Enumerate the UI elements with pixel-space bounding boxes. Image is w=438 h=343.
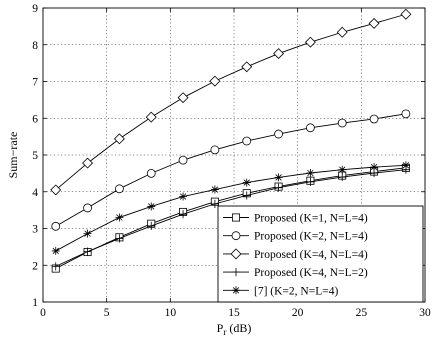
legend-entry: Proposed (K=1, N=L=4)	[223, 213, 368, 225]
y-tick-label: 6	[32, 113, 38, 125]
legend-label: Proposed (K=4, N=L=4)	[254, 249, 368, 261]
x-axis-label-unit: (dB)	[226, 321, 251, 335]
legend-label: Proposed (K=1, N=L=4)	[254, 213, 368, 225]
y-tick-label: 8	[32, 40, 38, 52]
legend-entry: Proposed (K=2, N=L=4)	[223, 231, 368, 243]
series-4	[51, 165, 410, 271]
legend: Proposed (K=1, N=L=4) Proposed (K=2, N=L=…	[217, 205, 424, 303]
data-point	[83, 247, 92, 256]
data-point	[147, 202, 156, 211]
data-point	[337, 118, 347, 128]
y-tick-label: 2	[32, 260, 38, 272]
series-line	[55, 13, 407, 191]
legend-items: Proposed (K=1, N=L=4) Proposed (K=2, N=L=…	[223, 213, 368, 297]
data-point	[210, 185, 219, 194]
data-point	[306, 177, 315, 186]
data-point	[400, 8, 412, 20]
data-point	[336, 26, 348, 38]
data-point	[82, 157, 94, 169]
legend-box	[217, 205, 424, 303]
data-point	[274, 183, 283, 192]
legend-entry: [7] (K=2, N=L=4)	[223, 285, 338, 297]
legend-entry: Proposed (K=4, N=L=4)	[223, 248, 368, 261]
data-point	[177, 92, 189, 104]
legend-label: Proposed (K=4, N=L=2)	[254, 267, 368, 279]
data-point	[51, 262, 60, 271]
y-tick-label: 9	[32, 3, 38, 15]
data-point	[274, 129, 283, 139]
legend-entry: Proposed (K=4, N=L=2)	[223, 267, 368, 279]
data-point	[369, 114, 379, 124]
data-point	[115, 184, 124, 194]
data-point	[210, 199, 219, 208]
x-axis-label-main: P	[217, 321, 224, 335]
series-5	[51, 161, 410, 255]
data-point	[210, 145, 220, 155]
data-point	[304, 36, 316, 48]
series-2	[51, 109, 411, 231]
x-axis-label-subscript: r	[223, 327, 226, 337]
data-point	[115, 213, 124, 222]
legend-marker	[231, 231, 241, 241]
x-axis-label: Pr (dB)	[217, 321, 252, 337]
series-line	[55, 169, 406, 267]
data-point	[401, 161, 410, 170]
y-tick-label: 3	[32, 224, 38, 236]
data-point	[370, 163, 379, 172]
x-tick-label: 25	[356, 307, 368, 319]
y-axis-label: Sum−rate	[6, 132, 20, 179]
data-point	[242, 136, 252, 146]
data-point	[241, 61, 253, 73]
y-tick-label: 7	[32, 77, 38, 89]
series-line	[55, 113, 406, 227]
data-point	[51, 246, 60, 255]
data-point	[338, 172, 347, 182]
x-tick-label: 0	[40, 307, 46, 319]
data-point	[306, 169, 315, 178]
data-point	[273, 48, 285, 60]
data-point	[368, 17, 380, 29]
data-point	[305, 123, 315, 133]
x-tick-label: 10	[165, 307, 177, 319]
data-point	[338, 165, 347, 174]
data-point	[209, 75, 221, 87]
legend-marker	[231, 268, 241, 277]
y-tick-label: 5	[32, 150, 38, 162]
data-point	[242, 178, 251, 187]
y-tick-label: 4	[32, 187, 38, 199]
legend-marker	[231, 213, 240, 222]
data-point	[50, 184, 62, 196]
x-tick-label: 5	[104, 307, 110, 319]
data-point	[146, 168, 156, 178]
data-point	[113, 133, 125, 145]
data-point	[178, 210, 188, 219]
data-point	[401, 109, 411, 119]
legend-marker	[230, 248, 242, 260]
y-tick-label: 1	[32, 297, 38, 309]
x-tick-label: 20	[292, 307, 304, 319]
data-point	[83, 229, 92, 238]
data-point	[51, 221, 61, 231]
data-point	[242, 191, 251, 200]
data-point	[274, 173, 283, 182]
data-point	[179, 192, 188, 201]
series-line	[55, 167, 406, 269]
series-line	[55, 164, 406, 252]
x-tick-label: 15	[228, 307, 240, 319]
legend-marker	[232, 286, 240, 295]
data-point	[115, 234, 124, 243]
data-point	[145, 111, 157, 123]
series-layer	[50, 8, 412, 273]
data-point	[178, 155, 188, 165]
data-point	[83, 203, 92, 213]
legend-label: [7] (K=2, N=L=4)	[254, 285, 338, 297]
data-point	[147, 221, 156, 231]
x-tick-label: 30	[419, 307, 431, 319]
legend-label: Proposed (K=2, N=L=4)	[254, 231, 368, 243]
series-3	[50, 8, 412, 196]
